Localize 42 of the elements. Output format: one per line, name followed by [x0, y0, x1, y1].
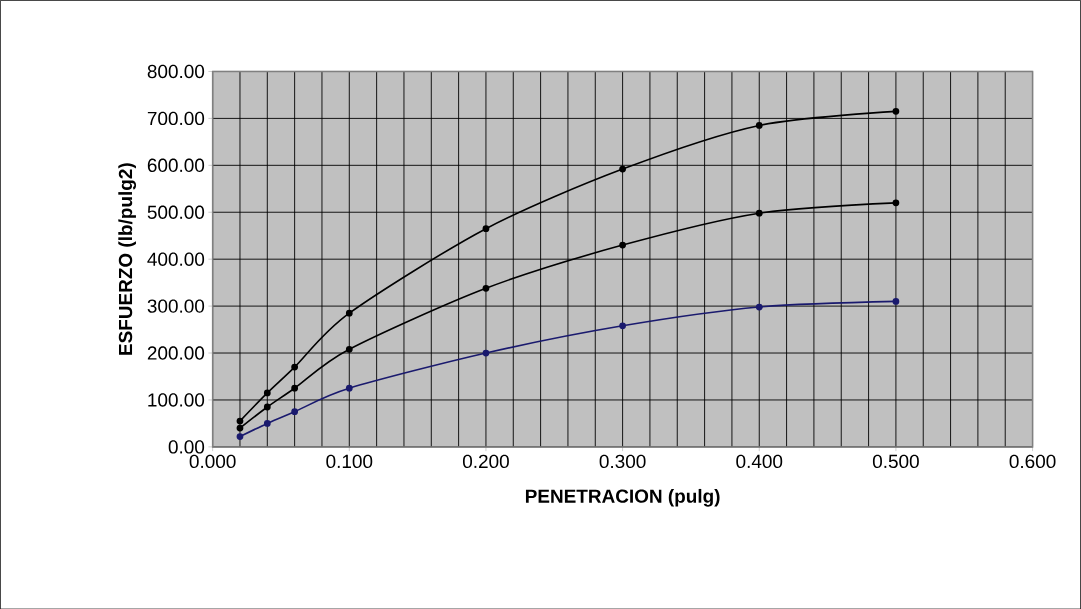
point — [345, 309, 353, 317]
point — [482, 225, 490, 232]
point — [619, 322, 626, 329]
y-axis-title: ESFUERZO (lb/pulg2) — [118, 163, 137, 355]
point — [263, 403, 271, 411]
point — [291, 384, 299, 392]
y-tick-label: 800.00 — [147, 64, 205, 78]
y-tick-label: 0.00 — [168, 439, 205, 454]
point — [263, 419, 271, 427]
y-tick-label: 300.00 — [147, 299, 205, 313]
point — [892, 199, 900, 207]
x-tick-label: 0.100 — [326, 454, 373, 468]
x-tick-label: 0.400 — [736, 454, 783, 468]
x-tick-label: 0.200 — [462, 454, 509, 468]
point — [755, 209, 763, 217]
point — [236, 424, 244, 432]
point — [892, 297, 900, 305]
point — [619, 165, 626, 173]
point — [236, 432, 244, 440]
point — [345, 384, 353, 392]
point — [619, 241, 626, 249]
x-axis-title: PENETRACION (pulg) — [525, 488, 720, 507]
y-tick-label: 400.00 — [147, 252, 205, 266]
point — [291, 408, 299, 415]
point — [892, 107, 900, 115]
x-tick-label: 0.300 — [599, 454, 646, 468]
point — [236, 417, 244, 425]
point — [755, 303, 763, 311]
point — [291, 363, 299, 371]
y-tick-label: 700.00 — [147, 111, 205, 125]
point — [263, 389, 271, 397]
y-tick-label: 100.00 — [148, 393, 205, 407]
point — [755, 121, 763, 129]
x-tick-label: 0.500 — [872, 454, 919, 468]
point — [482, 349, 490, 357]
point — [345, 345, 353, 353]
y-tick-label: 500.00 — [147, 205, 205, 219]
point — [482, 284, 490, 292]
y-tick-label: 200.00 — [147, 346, 205, 360]
x-tick-label: 0.600 — [1009, 454, 1056, 468]
y-tick-label: 600.00 — [147, 158, 205, 172]
x-tick-label: 0.000 — [189, 454, 236, 468]
